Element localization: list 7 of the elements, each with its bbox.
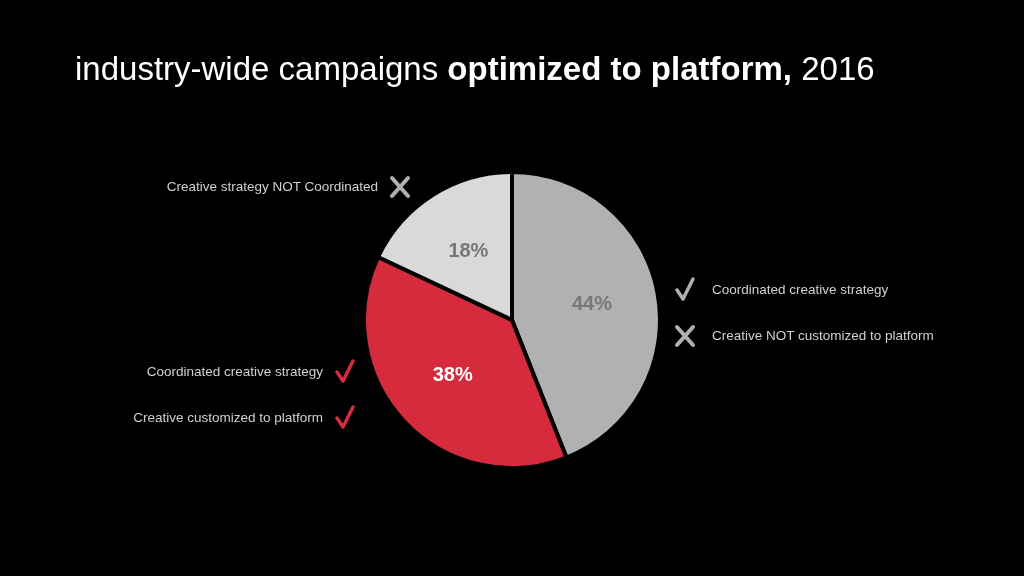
- data-label: 38%: [432, 363, 473, 385]
- category-label: Coordinated creative strategy Creative customized to platform: [133, 363, 323, 425]
- slice-label: Creative strategy NOT Coordinated: [166, 178, 378, 194]
- data-label: 44%: [571, 292, 613, 315]
- chart-title: industry-wide campaigns optimized to platform, 2016: [75, 50, 875, 87]
- data-label: 18%: [448, 238, 489, 261]
- category-label: Coordinated creative strategy Creative NOT customized to platform: [712, 281, 934, 343]
